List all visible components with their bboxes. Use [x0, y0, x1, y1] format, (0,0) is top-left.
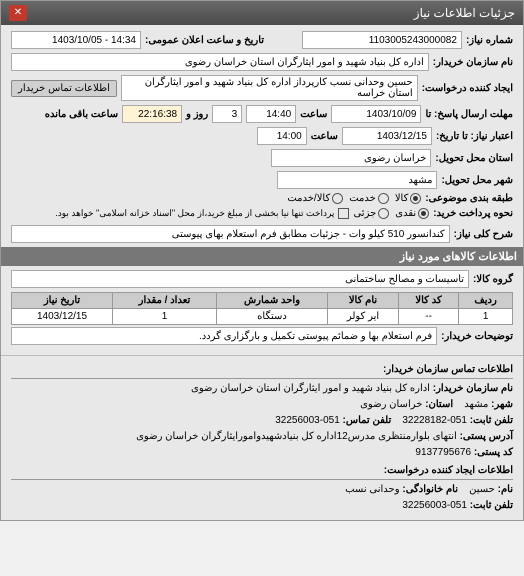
- city-value: مشهد: [464, 399, 488, 410]
- th-qty: تعداد / مقدار: [113, 293, 217, 309]
- need-title-field: کندانسور 510 کیلو وات - جزئیات مطابق فرم…: [11, 225, 450, 243]
- radio-both[interactable]: [332, 193, 343, 204]
- days-label: روز و: [186, 109, 208, 120]
- deliv-city-label: شهر محل تحویل:: [441, 175, 513, 186]
- requester-field: حسین وحدانی نسب کارپرداز اداره کل بنیاد …: [121, 75, 418, 101]
- name-value: حسین: [469, 484, 495, 495]
- deliv-city-field: مشهد: [277, 171, 437, 189]
- radio-khadamat[interactable]: [378, 193, 389, 204]
- org-label: نام سازمان خریدار:: [433, 383, 513, 394]
- deliv-state-label: استان محل تحویل:: [435, 153, 513, 164]
- need-details-window: جزئیات اطلاعات نیاز ✕ شماره نیاز: 110300…: [0, 0, 524, 521]
- valid-time-field: 14:00: [257, 127, 307, 145]
- buyer-notes-label: توضیحات خریدار:: [441, 331, 513, 342]
- announce-field: 14:34 - 1403/10/05: [11, 31, 141, 49]
- group-label: طبقه بندی موضوعی:: [425, 193, 513, 204]
- valid-time-label: ساعت: [311, 131, 338, 142]
- radio-cash-label: نقدی: [395, 208, 416, 219]
- window-title: جزئیات اطلاعات نیاز: [414, 6, 515, 20]
- countdown-field: 22:16:38: [122, 105, 182, 123]
- resp-deadline-label: مهلت ارسال پاسخ: تا: [425, 109, 513, 120]
- valid-label: اعتبار نیاز: تا تاریخ:: [436, 131, 513, 142]
- th-code: کد کالا: [398, 293, 458, 309]
- item-group-label: گروه کالا:: [473, 274, 513, 285]
- name-label: نام:: [498, 484, 513, 495]
- section-items-header: اطلاعات کالاهای مورد نیاز: [1, 247, 523, 266]
- pay-note-text: پرداخت تنها نیا بخشی از مبلغ خرید،از محل…: [55, 208, 334, 219]
- resp-time-label: ساعت: [300, 109, 327, 120]
- countdown-label: ساعت باقی مانده: [45, 109, 118, 120]
- table-header-row: ردیف کد کالا نام کالا واحد شمارش تعداد /…: [12, 293, 513, 309]
- need-no-field: 1103005243000082: [302, 31, 462, 49]
- radio-partial[interactable]: [378, 208, 389, 219]
- radio-kala[interactable]: [410, 193, 421, 204]
- need-title-label: شرح کلی نیاز:: [454, 229, 513, 240]
- th-date: تاریخ نیاز: [12, 293, 113, 309]
- close-icon[interactable]: ✕: [9, 5, 27, 21]
- family-label: نام خانوادگی:: [402, 484, 458, 495]
- th-name: نام کالا: [328, 293, 399, 309]
- radio-partial-label: جزئی: [353, 208, 376, 219]
- form-content: شماره نیاز: 1103005243000082 تاریخ و ساع…: [1, 25, 523, 355]
- buyer-label: نام سازمان خریدار:: [433, 57, 513, 68]
- state-value: خراسان رضوی: [360, 399, 422, 410]
- city-label: شهر:: [491, 399, 513, 410]
- titlebar: جزئیات اطلاعات نیاز ✕: [1, 1, 523, 25]
- pay-note-checkbox[interactable]: [338, 208, 349, 219]
- pay-radio-group: نقدی جزئی: [353, 208, 429, 219]
- tel-before-label: تلفن ثابت:: [470, 415, 513, 426]
- td-date: 1403/12/15: [12, 309, 113, 325]
- requester-label: ایجاد کننده درخواست:: [422, 83, 513, 94]
- radio-kala-label: کالا: [395, 193, 409, 204]
- th-row: ردیف: [459, 293, 513, 309]
- tel-before-value: 051-32228182: [402, 415, 467, 426]
- valid-date-field: 1403/12/15: [342, 127, 432, 145]
- footer-section2: اطلاعات ایجاد کننده درخواست:: [11, 463, 513, 480]
- table-row[interactable]: 1 -- ایر کولر دستگاه 1 1403/12/15: [12, 309, 513, 325]
- group-radio-group: کالا خدمت کالا/خدمت: [287, 193, 421, 204]
- fax-label: تلفن تماس:: [343, 415, 392, 426]
- radio-khadamat-label: خدمت: [349, 193, 376, 204]
- days-remain-field: 3: [212, 105, 242, 123]
- td-name: ایر کولر: [328, 309, 399, 325]
- items-table: ردیف کد کالا نام کالا واحد شمارش تعداد /…: [11, 292, 513, 325]
- resp-time-field: 14:40: [246, 105, 296, 123]
- need-no-label: شماره نیاز:: [466, 35, 513, 46]
- addr-value: انتهای بلوارمنتظری مدرس12اداره کل بنیادش…: [136, 431, 457, 442]
- addr-label: آدرس پستی:: [460, 431, 513, 442]
- radio-both-label: کالا/خدمت: [287, 193, 330, 204]
- buyer-notes-field: فرم استعلام بها و ضمائم پیوستی تکمیل و ب…: [11, 327, 437, 345]
- radio-cash[interactable]: [418, 208, 429, 219]
- buyer-field: اداره کل بنیاد شهید و امور ایثارگران است…: [11, 53, 429, 71]
- announce-label: تاریخ و ساعت اعلان عمومی:: [145, 35, 264, 46]
- contact-button[interactable]: اطلاعات تماس خریدار: [11, 80, 117, 97]
- post-label: کد پستی:: [474, 447, 513, 458]
- td-qty: 1: [113, 309, 217, 325]
- footer: اطلاعات تماس سازمان خریدار: نام سازمان خ…: [1, 355, 523, 520]
- family-value: وحدانی نسب: [345, 484, 399, 495]
- td-unit: دستگاه: [216, 309, 327, 325]
- th-unit: واحد شمارش: [216, 293, 327, 309]
- pay-type-label: نحوه پرداخت خرید:: [433, 208, 513, 219]
- footer-section1: اطلاعات تماس سازمان خریدار:: [11, 362, 513, 379]
- fax-value: 051-32256003: [275, 415, 340, 426]
- state-label: استان:: [425, 399, 453, 410]
- resp-date-field: 1403/10/09: [331, 105, 421, 123]
- tel-label: تلفن ثابت:: [470, 500, 513, 511]
- post-value: 9137795676: [415, 447, 471, 458]
- item-group-field: تاسیسات و مصالح ساختمانی: [11, 270, 469, 288]
- deliv-state-field: خراسان رضوی: [271, 149, 431, 167]
- tel-value: 051-32256003: [402, 500, 467, 511]
- org-value: اداره کل بنیاد شهید و امور ایثارگران است…: [191, 383, 430, 394]
- td-code: --: [398, 309, 458, 325]
- td-row: 1: [459, 309, 513, 325]
